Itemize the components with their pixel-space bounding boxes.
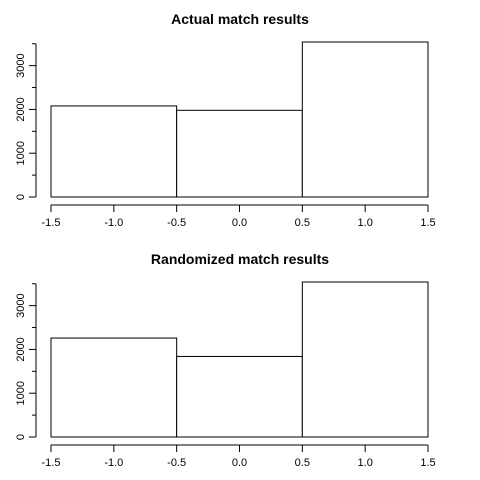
x-tick-label: 1.5 xyxy=(420,457,435,469)
x-tick-label: -1.0 xyxy=(104,457,123,469)
x-tick-label: 0.0 xyxy=(232,457,247,469)
y-tick-label: 3000 xyxy=(15,53,27,77)
x-tick-label: 1.0 xyxy=(358,217,373,229)
histogram-bar xyxy=(176,109,303,198)
x-tick-label: 0.5 xyxy=(295,457,310,469)
y-tick-label: 2000 xyxy=(15,97,27,121)
x-tick-label: -1.5 xyxy=(42,457,61,469)
y-tick-label: 3000 xyxy=(15,293,27,317)
histogram-bar xyxy=(50,105,178,198)
x-tick-label: 0.5 xyxy=(295,217,310,229)
chart-title: Actual match results xyxy=(171,11,309,27)
histogram-bar xyxy=(176,355,303,438)
x-tick-label: 0.0 xyxy=(232,217,247,229)
panel-actual-match-results: Actual match results 0 1000 2000 3000 -1.5 -1… xyxy=(15,11,436,229)
x-tick-label: -1.0 xyxy=(104,217,123,229)
x-tick-label: -0.5 xyxy=(167,217,186,229)
x-tick-label: 1.5 xyxy=(420,217,435,229)
x-tick-label: -0.5 xyxy=(167,457,186,469)
y-tick-label: 2000 xyxy=(15,337,27,361)
chart-title: Randomized match results xyxy=(151,251,329,267)
y-tick-label: 0 xyxy=(15,434,27,440)
histogram-bar xyxy=(50,337,178,438)
histogram-bar xyxy=(301,41,429,198)
y-tick-label: 1000 xyxy=(15,381,27,405)
x-tick-label: -1.5 xyxy=(42,217,61,229)
y-tick-label: 0 xyxy=(15,194,27,200)
y-tick-label: 1000 xyxy=(15,141,27,165)
x-tick-label: 1.0 xyxy=(358,457,373,469)
panel-randomized-match-results: Randomized match results 0 1000 2000 3000 -1… xyxy=(15,251,436,469)
histogram-bar xyxy=(301,281,429,438)
